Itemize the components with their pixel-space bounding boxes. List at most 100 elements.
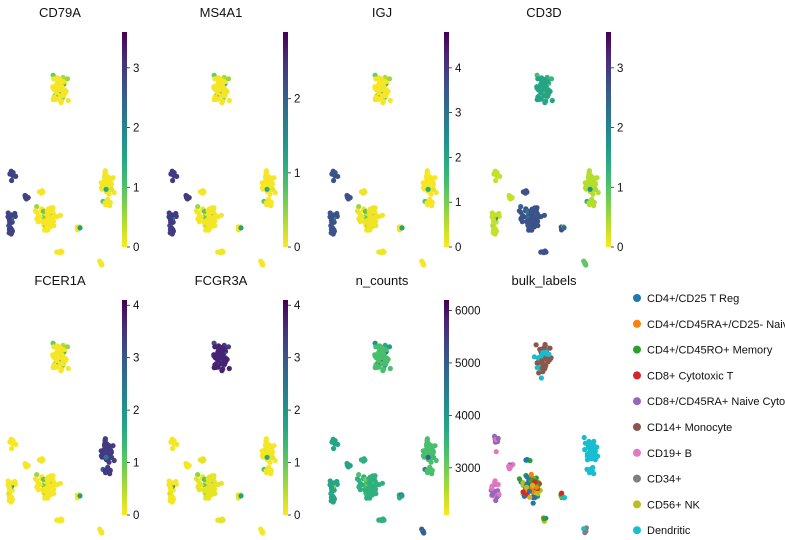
cell-point bbox=[64, 344, 71, 350]
legend-marker bbox=[633, 526, 641, 535]
cell-point bbox=[369, 477, 375, 483]
cell-point bbox=[34, 484, 40, 490]
cell-point bbox=[211, 205, 217, 211]
cell-point bbox=[495, 482, 501, 488]
cell-point bbox=[98, 260, 104, 266]
cell-point bbox=[534, 219, 540, 226]
cell-point bbox=[215, 90, 221, 96]
cell-point bbox=[8, 499, 14, 505]
cell-point bbox=[59, 98, 65, 104]
cell-point bbox=[528, 471, 534, 477]
subplot-cd79a: CD79A 0 1 2 3 bbox=[5, 5, 139, 268]
cell-point bbox=[109, 186, 115, 192]
cell-point bbox=[266, 464, 272, 470]
subplot-title: bulk_labels bbox=[511, 273, 577, 288]
scatter-points bbox=[488, 341, 601, 536]
cell-point bbox=[544, 356, 550, 362]
cell-point bbox=[197, 457, 203, 463]
colorbar-tick-label: 2 bbox=[133, 405, 139, 417]
subplot-igj: IGJ 0 1 2 3 4 bbox=[327, 5, 462, 268]
cell-point bbox=[103, 454, 109, 460]
cell-point bbox=[102, 437, 108, 444]
cell-point bbox=[520, 489, 526, 495]
cell-point bbox=[220, 98, 226, 104]
cell-point bbox=[534, 214, 540, 220]
legend-label: CD56+ NK bbox=[647, 499, 701, 511]
cell-point bbox=[57, 518, 63, 524]
cell-point bbox=[105, 196, 111, 202]
legend-label: CD4+/CD45RA+/CD25- Naive T bbox=[647, 319, 785, 331]
colorbar-tick-label: 1 bbox=[294, 168, 300, 180]
cell-point bbox=[9, 445, 15, 452]
legend-label: CD4+/CD45RO+ Memory bbox=[647, 345, 773, 357]
cell-point bbox=[372, 482, 378, 488]
cell-point bbox=[589, 196, 595, 202]
cell-point bbox=[105, 464, 111, 470]
cell-point bbox=[518, 204, 524, 210]
cell-point bbox=[330, 231, 336, 237]
colorbar-tick-label: 2 bbox=[294, 94, 300, 106]
cell-point bbox=[586, 438, 592, 445]
cell-point bbox=[211, 487, 217, 494]
cell-point bbox=[211, 97, 217, 103]
cell-point bbox=[427, 196, 433, 202]
cell-point bbox=[541, 250, 547, 256]
cell-point bbox=[376, 364, 382, 370]
cell-point bbox=[535, 76, 541, 82]
cell-point bbox=[221, 347, 227, 353]
subplot-title: CD79A bbox=[39, 5, 81, 20]
cell-point bbox=[195, 472, 201, 478]
colorbar-tick-label: 3 bbox=[133, 63, 139, 75]
cell-point bbox=[193, 476, 199, 482]
cell-point bbox=[365, 489, 371, 495]
cell-point bbox=[54, 358, 60, 364]
cell-point bbox=[22, 195, 29, 201]
cell-point bbox=[36, 189, 43, 195]
cell-point bbox=[431, 454, 437, 460]
cell-point bbox=[531, 209, 537, 215]
cell-point bbox=[211, 482, 217, 488]
colorbar bbox=[283, 32, 288, 247]
legend-label: CD8+ Cytotoxic T bbox=[647, 370, 734, 382]
cell-point bbox=[387, 365, 393, 372]
cell-point bbox=[36, 457, 43, 463]
legend-marker bbox=[633, 371, 641, 380]
cell-point bbox=[238, 225, 244, 231]
legend-label: Dendritic bbox=[647, 525, 691, 537]
legend-marker bbox=[633, 294, 641, 302]
cell-point bbox=[379, 250, 385, 256]
cell-point bbox=[376, 90, 382, 96]
cell-point bbox=[226, 365, 232, 372]
cell-point bbox=[211, 219, 217, 226]
cell-point bbox=[65, 365, 71, 372]
cell-point bbox=[541, 516, 547, 522]
scatter-points bbox=[5, 72, 117, 268]
colorbar-tick-label: 3 bbox=[294, 353, 300, 365]
cell-point bbox=[373, 344, 379, 350]
cell-point bbox=[9, 440, 16, 446]
subplot-fcgr3a: FCGR3A 0 1 2 3 4 bbox=[166, 273, 301, 536]
cell-point bbox=[170, 440, 177, 446]
cell-point bbox=[5, 210, 11, 216]
cell-point bbox=[506, 463, 512, 469]
cell-point bbox=[592, 444, 598, 450]
cell-point bbox=[425, 186, 431, 192]
cell-point bbox=[264, 186, 270, 192]
cell-point bbox=[425, 454, 431, 460]
cell-point bbox=[518, 216, 524, 222]
cell-point bbox=[530, 500, 536, 506]
cell-point bbox=[270, 186, 276, 192]
cell-point bbox=[425, 448, 432, 454]
cell-point bbox=[593, 186, 599, 192]
cell-point bbox=[9, 177, 15, 184]
colorbar bbox=[444, 32, 449, 247]
cell-point bbox=[212, 344, 218, 350]
cell-point bbox=[376, 358, 382, 364]
cell-point bbox=[582, 447, 588, 453]
cell-point bbox=[368, 482, 374, 488]
cell-point bbox=[492, 231, 498, 237]
cell-point bbox=[524, 484, 530, 490]
cell-point bbox=[50, 365, 56, 371]
cell-point bbox=[60, 79, 66, 85]
cell-point bbox=[212, 76, 218, 82]
